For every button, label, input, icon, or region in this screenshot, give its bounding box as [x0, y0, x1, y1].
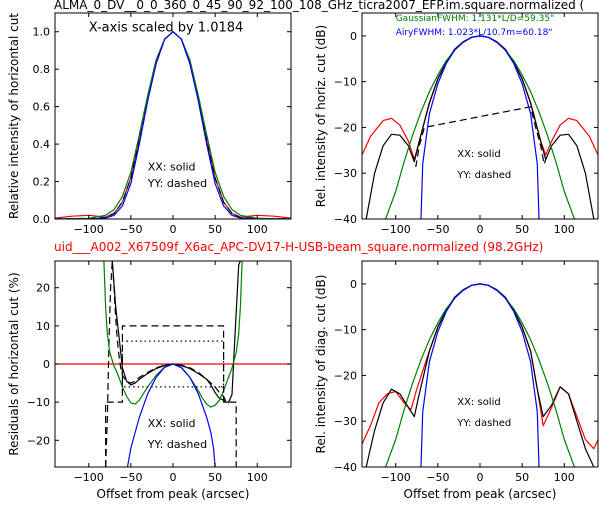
annotation: YY: dashed — [456, 170, 511, 181]
annotation: YY: dashed — [147, 438, 207, 451]
x-tick-label: 100 — [247, 471, 268, 484]
y-tick-label: 0.0 — [33, 213, 51, 226]
annotation: YY: dashed — [456, 418, 511, 429]
panels: −100 −50 0 50 1000.00.20.40.60.81.0Relative … — [7, 12, 599, 501]
y-tick-label: −40 — [334, 461, 357, 474]
x-axis-label: Offset from peak (arcsec) — [404, 487, 557, 501]
series-group — [362, 283, 598, 467]
series-line-2 — [412, 106, 548, 167]
x-tick-label: 100 — [247, 223, 268, 236]
series-line-3 — [103, 261, 243, 408]
x-tick-label: 0 — [170, 223, 177, 236]
series-line-4 — [126, 363, 216, 467]
y-tick-label: 10 — [36, 320, 50, 333]
series-line-5 — [104, 325, 237, 467]
plot-frame — [361, 12, 599, 220]
y-axis-label: Residuals of horizontal cut (%) — [7, 272, 21, 455]
y-tick-label: −40 — [334, 213, 357, 226]
plot-frame — [361, 260, 599, 468]
x-tick-label: −100 — [381, 471, 411, 484]
y-tick-label: 20 — [36, 282, 50, 295]
x-tick-label: 100 — [554, 223, 575, 236]
x-tick-label: −100 — [74, 223, 104, 236]
figure-title: ALMA_0_DV__0_0_360_0_45_90_92_100_108_GH… — [54, 0, 584, 12]
y-tick-label: −30 — [334, 167, 357, 180]
y-tick-label: −10 — [334, 324, 357, 337]
x-tick-label: −100 — [74, 471, 104, 484]
y-tick-label: 1.0 — [33, 26, 51, 39]
x-tick-label: 100 — [554, 471, 575, 484]
x-tick-label: 50 — [515, 471, 529, 484]
y-axis-label: Relative intensity of horizontal cut — [7, 13, 21, 219]
y-axis-label: Rel. intensity of diag. cut (dB) — [314, 275, 328, 454]
y-tick-label: −20 — [334, 121, 357, 134]
series-line-2 — [385, 283, 575, 467]
series-group — [362, 35, 598, 219]
y-tick-label: −20 — [334, 369, 357, 382]
x-tick-label: 0 — [477, 471, 484, 484]
y-tick-label: 0.4 — [33, 138, 51, 151]
figure-subtitle: uid___A002_X67509f_X6ac_APC-DV17-H-USB-b… — [54, 240, 543, 254]
series-line-1 — [111, 261, 241, 403]
annotation: GaussianFWHM: 1.131*L/D=59.35" — [396, 14, 554, 24]
annotation: XX: solid — [457, 149, 500, 160]
y-tick-label: 0 — [350, 278, 357, 291]
y-tick-label: 0.6 — [33, 101, 51, 114]
chart-top-left: −100 −50 0 50 100 0.0 0.2 0.4 0.6 0.8 1.0 Relative … — [7, 12, 292, 236]
annotation: XX: solid — [148, 160, 196, 173]
series-line-1 — [365, 35, 595, 219]
x-tick-label: 50 — [515, 223, 529, 236]
y-tick-label: −10 — [27, 396, 50, 409]
annotation: X-axis scaled by 1.0184 — [89, 21, 244, 36]
y-tick-label: −10 — [334, 76, 357, 89]
y-tick-label: −20 — [27, 434, 50, 447]
annotation: AiryFWHM: 1.023*L/10.7m=60.18" — [396, 28, 553, 38]
x-tick-label: 50 — [208, 471, 222, 484]
series-line-9 — [221, 341, 225, 388]
series-line-0 — [362, 35, 598, 161]
series-group — [55, 261, 291, 467]
annotation: YY: dashed — [147, 177, 207, 190]
x-tick-label: 0 — [477, 223, 484, 236]
x-tick-label: −50 — [119, 223, 142, 236]
x-tick-label: −50 — [426, 223, 449, 236]
series-line-2 — [105, 261, 229, 467]
series-group — [55, 31, 291, 219]
annotation: XX: solid — [457, 397, 500, 408]
series-line-3 — [55, 31, 291, 219]
y-axis-label: Rel. intensity of horiz. cut (dB) — [314, 25, 328, 207]
x-tick-label: −50 — [119, 471, 142, 484]
series-line-4 — [420, 35, 540, 219]
y-tick-label: 0.8 — [33, 63, 51, 76]
y-tick-label: 0.2 — [33, 176, 51, 189]
chart-top-right: −100 −50 0 50 100 0 −10 −20 −30 −40 Rel. intensity… — [314, 12, 599, 236]
x-tick-label: 50 — [208, 223, 222, 236]
series-line-8 — [121, 340, 127, 387]
series-line-3 — [420, 283, 540, 467]
x-tick-label: 0 — [170, 471, 177, 484]
y-tick-label: 0 — [43, 358, 50, 371]
x-tick-label: −100 — [381, 223, 411, 236]
series-line-1 — [55, 31, 291, 219]
chart-bottom-right: −100 −50 0 50 100 0 −10 −20 −30 −40 Rel. intensity… — [314, 260, 599, 501]
x-axis-label: Offset from peak (arcsec) — [97, 487, 250, 501]
annotation: XX: solid — [148, 417, 196, 430]
x-tick-label: −50 — [426, 471, 449, 484]
series-line-1 — [365, 283, 595, 467]
y-tick-label: 0 — [350, 30, 357, 43]
series-line-3 — [385, 35, 575, 219]
y-tick-label: −30 — [334, 415, 357, 428]
series-line-2 — [55, 31, 291, 219]
